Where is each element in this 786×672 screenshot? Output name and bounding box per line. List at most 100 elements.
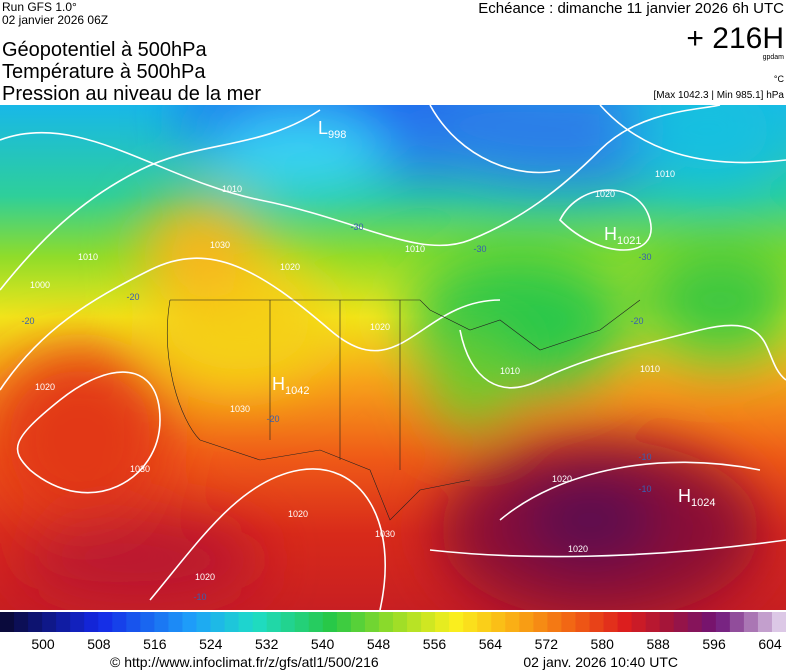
colorbar-label: 588: [646, 636, 670, 652]
colorbar-swatch: [14, 612, 29, 632]
colorbar-swatch: [70, 612, 85, 632]
colorbar-label: 500: [31, 636, 55, 652]
center-value: 1042: [285, 385, 309, 397]
isobar-label: 1010: [78, 252, 98, 262]
lead-time: + 216H: [686, 22, 784, 55]
temperature-label: -30: [473, 244, 486, 254]
isobar-label: 1020: [568, 544, 588, 554]
isobar-label: 1010: [500, 366, 520, 376]
colorbar-swatch: [322, 612, 338, 632]
center-value: 1024: [691, 497, 715, 509]
center-letter: L: [318, 118, 328, 138]
isobar-label: 1020: [595, 189, 615, 199]
run-date: 02 janvier 2026 06Z: [2, 13, 108, 27]
borders: [167, 299, 641, 521]
isobar-label: 1020: [552, 474, 572, 484]
colorbar-swatch: [463, 612, 478, 632]
colorbar-swatch: [659, 612, 675, 632]
colorbar-swatch: [743, 612, 759, 632]
center-value: 998: [328, 129, 346, 141]
colorbar-swatch: [210, 612, 226, 632]
colorbar-swatch: [196, 612, 212, 632]
colorbar-swatch: [140, 612, 155, 632]
isobars: [0, 105, 786, 610]
colorbar: 500 508 516 524 532 540 548 556 564 572 580 588 596 6…: [0, 612, 786, 652]
colorbar-label: 532: [255, 636, 279, 652]
colorbar-swatch: [533, 612, 548, 632]
colorbar-swatch: [617, 612, 633, 632]
colorbar-swatch: [771, 612, 786, 632]
isobar-label: 1020: [280, 262, 300, 272]
unit: gpdam: [763, 54, 785, 61]
colorbar-swatch: [407, 612, 422, 632]
colorbar-swatch: [561, 612, 576, 632]
pressure-center: H1021: [604, 224, 641, 247]
temperature-label: -30: [638, 252, 651, 262]
title: Température à 500hPa: [2, 61, 206, 83]
colorbar-label: 564: [479, 636, 503, 652]
colorbar-swatch: [435, 612, 450, 632]
colorbar-swatch: [505, 612, 520, 632]
pressure-center: H1024: [678, 486, 715, 509]
colorbar-swatch: [393, 612, 408, 632]
colorbar-swatch: [673, 612, 689, 632]
isobar-label: 1030: [210, 240, 230, 250]
colorbar-swatch: [757, 612, 773, 632]
temperature-label: -10: [638, 452, 651, 462]
temperature-label: -10: [638, 484, 651, 494]
isobar-label: 1020: [370, 322, 390, 332]
colorbar-swatch: [687, 612, 703, 632]
isobar-label: 1010: [655, 169, 675, 179]
colorbar-label: 572: [535, 636, 559, 652]
colorbar-swatch: [575, 612, 590, 632]
isobar-label: 1030: [230, 404, 250, 414]
colorbar-swatch: [491, 612, 506, 632]
colorbar-swatch: [252, 612, 268, 632]
colorbar-label: 540: [311, 636, 335, 652]
temperature-label: -20: [630, 316, 643, 326]
center-letter: H: [272, 374, 285, 394]
isobar-label: 1020: [288, 509, 308, 519]
colorbar-swatch: [378, 612, 394, 632]
colorbar-swatch: [280, 612, 296, 632]
title: Géopotentiel à 500hPa: [2, 39, 207, 61]
pressure-center: H1042: [272, 374, 309, 397]
colorbar-swatch: [631, 612, 647, 632]
isobar-label: 1030: [130, 464, 150, 474]
forecast: Echéance : dimanche 11 janvier 2026 6h U…: [478, 0, 784, 17]
colorbar-swatch: [715, 612, 731, 632]
colorbar-swatch: [168, 612, 183, 632]
isobar-label: 1030: [375, 529, 395, 539]
isobar-label: 1010: [405, 244, 425, 254]
temperature-label: -20: [266, 414, 279, 424]
colorbar-swatch: [701, 612, 717, 632]
title: Pression au niveau de la mer: [2, 83, 261, 105]
isobar-label: 1000: [30, 280, 50, 290]
run: Run GFS 1.0°: [2, 0, 77, 14]
temp-unit: °C: [774, 74, 785, 84]
colorbar-swatch: [28, 612, 43, 632]
temperature-label: -20: [21, 316, 34, 326]
isobar-label: 1020: [195, 572, 215, 582]
colorbar-swatch: [364, 612, 380, 632]
colorbar-label: 580: [591, 636, 615, 652]
colorbar-swatch: [547, 612, 562, 632]
colorbar-swatch: [519, 612, 534, 632]
colorbar-swatch: [98, 612, 113, 632]
footer-timestamp: 02 janv. 2026 10:40 UTC: [523, 654, 678, 670]
temperature-label: -20: [126, 292, 139, 302]
colorbar-swatch: [645, 612, 661, 632]
map-labels: L998H1021H1042H1024101010101020102010301…: [21, 118, 715, 602]
isobar-label: 1020: [35, 382, 55, 392]
colorbar-swatch: [224, 612, 240, 632]
center-value: 1021: [617, 235, 641, 247]
isobar-label: 1010: [222, 184, 242, 194]
map-field: [0, 105, 786, 610]
temperature-label: -30: [350, 222, 363, 232]
center-letter: H: [604, 224, 617, 244]
colorbar-swatch: [294, 612, 310, 632]
colorbar-swatch: [42, 612, 57, 632]
colorbar-swatch: [126, 612, 141, 632]
